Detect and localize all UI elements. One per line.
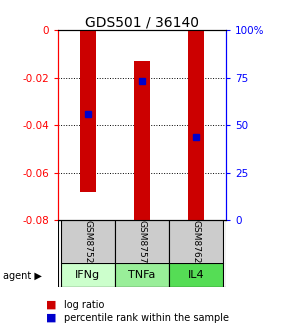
Bar bbox=[115, 263, 169, 287]
Text: agent ▶: agent ▶ bbox=[3, 271, 42, 281]
Text: percentile rank within the sample: percentile rank within the sample bbox=[64, 312, 229, 323]
Bar bbox=[169, 263, 224, 287]
Bar bbox=[134, 61, 150, 225]
Bar bbox=[188, 30, 204, 222]
Text: GSM8757: GSM8757 bbox=[137, 220, 147, 264]
Bar bbox=[169, 220, 224, 264]
Text: IL4: IL4 bbox=[188, 270, 205, 280]
Text: log ratio: log ratio bbox=[64, 300, 104, 310]
Text: ■: ■ bbox=[46, 312, 57, 323]
Bar bbox=[115, 220, 169, 264]
Text: TNFa: TNFa bbox=[128, 270, 156, 280]
Bar bbox=[80, 30, 96, 192]
Bar bbox=[61, 263, 115, 287]
Text: GSM8762: GSM8762 bbox=[192, 220, 201, 264]
Text: IFNg: IFNg bbox=[75, 270, 100, 280]
Text: GSM8752: GSM8752 bbox=[83, 220, 92, 264]
Bar bbox=[61, 220, 115, 264]
Text: ■: ■ bbox=[46, 300, 57, 310]
Title: GDS501 / 36140: GDS501 / 36140 bbox=[85, 15, 199, 29]
